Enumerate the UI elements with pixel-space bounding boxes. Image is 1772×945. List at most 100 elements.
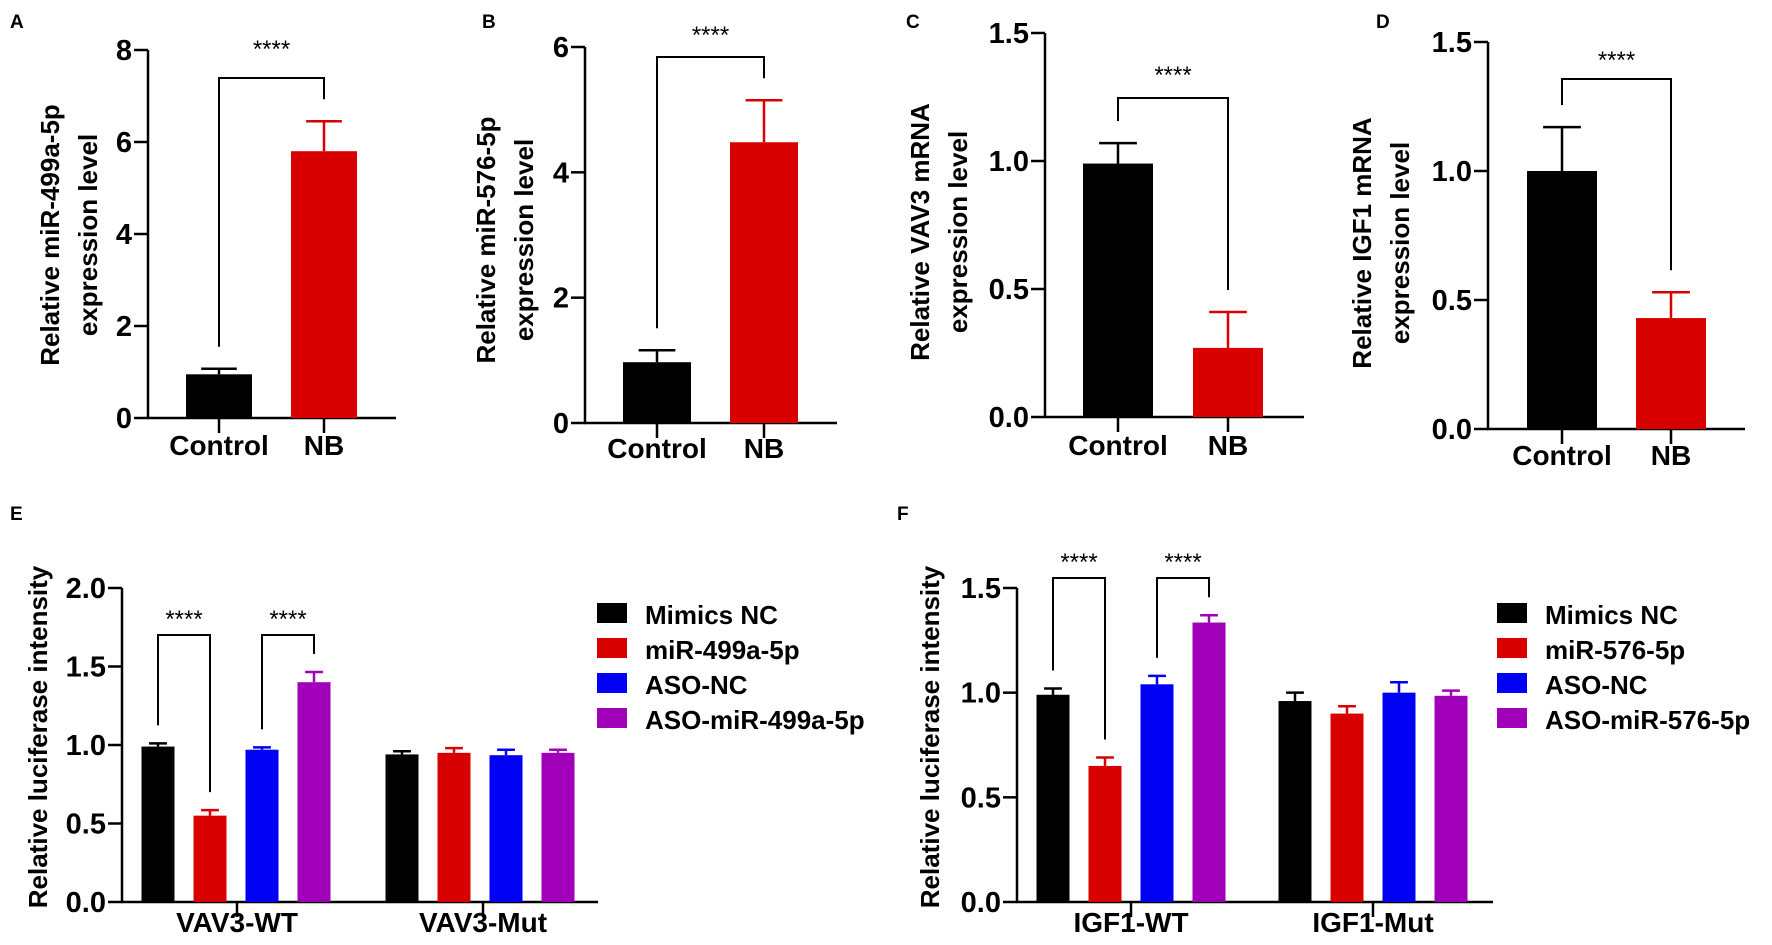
- y-tick-label: 1.0: [1432, 156, 1472, 188]
- significance-bracket: [218, 77, 325, 347]
- y-tick-label: 6: [116, 127, 132, 159]
- legend: Mimics NC miR-499a-5p ASO-NC ASO-miR-499a-5…: [597, 600, 865, 735]
- panel-label: B: [482, 12, 496, 33]
- significance-label: ****: [1154, 62, 1191, 89]
- legend-swatch: [597, 673, 627, 693]
- significance-bracket: [261, 634, 315, 730]
- y-tick-label: 0.5: [66, 809, 106, 841]
- y-axis-label: expression level: [73, 134, 103, 336]
- bar: [730, 142, 798, 423]
- y-tick-label: 0.5: [1432, 285, 1472, 317]
- legend-label: ASO-NC: [645, 670, 748, 700]
- bar: [1527, 171, 1597, 429]
- bar: [1636, 318, 1706, 429]
- y-tick-label: 4: [553, 157, 569, 189]
- bar: [186, 374, 252, 418]
- legend-label: ASO-NC: [1545, 670, 1648, 700]
- x-tick-label: Control: [607, 433, 707, 464]
- y-tick-label: 2.0: [66, 573, 106, 605]
- panel-a: A Relative miR-499a-5p expression level 0 2 4…: [10, 12, 396, 461]
- y-axis-label: Relative miR-576-5p: [471, 116, 501, 363]
- panel-c: C Relative VAV3 mRNA expression level 0.0 0.…: [905, 12, 1304, 461]
- significance-bracket: [1117, 97, 1229, 291]
- bar: [1193, 347, 1263, 417]
- y-tick-label: 0.0: [66, 887, 106, 919]
- y-tick-label: 0.0: [961, 887, 1001, 919]
- legend-swatch: [1497, 603, 1527, 623]
- x-tick-label: NB: [1208, 430, 1248, 461]
- bar: [1140, 684, 1174, 902]
- bar: [385, 754, 419, 902]
- x-tick-label: IGF1-Mut: [1312, 907, 1433, 938]
- panel-label: F: [897, 504, 909, 525]
- significance-label: ****: [1164, 549, 1201, 576]
- legend-label: Mimics NC: [1545, 600, 1678, 630]
- significance-bracket: [1052, 577, 1106, 740]
- y-tick-label: 6: [553, 32, 569, 64]
- bar: [1036, 694, 1070, 902]
- y-tick-label: 1.0: [989, 146, 1029, 178]
- significance-label: ****: [692, 22, 729, 49]
- bar: [193, 815, 227, 902]
- y-tick-label: 0.0: [989, 402, 1029, 434]
- significance-bracket: [157, 634, 211, 793]
- panel-b: B Relative miR-576-5p expression level 0 2 4 6…: [471, 12, 837, 464]
- significance-label: ****: [165, 606, 202, 633]
- legend-label: miR-499a-5p: [645, 635, 800, 665]
- bar: [489, 755, 523, 902]
- y-tick-label: 4: [116, 219, 132, 251]
- y-tick-label: 8: [116, 35, 132, 67]
- y-tick-label: 1.5: [66, 652, 106, 684]
- legend-label: Mimics NC: [645, 600, 778, 630]
- bar: [1278, 701, 1312, 902]
- y-axis-label: Relative luciferase intensity: [23, 565, 53, 908]
- y-tick-label: 1.0: [961, 678, 1001, 710]
- y-axis-label: Relative luciferase intensity: [915, 565, 945, 908]
- y-axis-label: expression level: [943, 131, 973, 333]
- legend: Mimics NC miR-576-5p ASO-NC ASO-miR-576-5p: [1497, 600, 1750, 735]
- panel-e: E Relative luciferase intensity 0.0 0.5 1.0 1…: [10, 504, 865, 938]
- y-tick-label: 2: [116, 311, 132, 343]
- y-tick-label: 1.5: [961, 573, 1001, 605]
- legend-label: ASO-miR-499a-5p: [645, 705, 865, 735]
- panel-label: C: [906, 12, 920, 33]
- legend-swatch: [1497, 673, 1527, 693]
- y-tick-label: 0: [116, 403, 132, 435]
- legend-label: miR-576-5p: [1545, 635, 1685, 665]
- significance-label: ****: [269, 606, 306, 633]
- y-tick-label: 0.5: [989, 274, 1029, 306]
- legend-swatch: [597, 603, 627, 623]
- x-tick-label: VAV3-Mut: [419, 907, 547, 938]
- y-tick-label: 2: [553, 283, 569, 315]
- y-axis-label: expression level: [509, 139, 539, 341]
- y-tick-label: 0.5: [961, 782, 1001, 814]
- panel-d: D Relative IGF1 mRNA expression level 0.0 0.…: [1347, 12, 1745, 471]
- bar: [291, 151, 357, 418]
- legend-swatch: [597, 708, 627, 728]
- y-axis-label: Relative VAV3 mRNA: [905, 103, 935, 361]
- bar: [623, 362, 691, 423]
- panel-label: D: [1376, 12, 1390, 33]
- panel-label: E: [10, 504, 23, 525]
- y-tick-label: 1.5: [989, 18, 1029, 50]
- bar: [1330, 713, 1364, 902]
- y-tick-label: 1.5: [1432, 27, 1472, 59]
- panel-f: F Relative luciferase intensity 0.0 0.5 1.0 1…: [897, 504, 1750, 938]
- significance-label: ****: [1060, 549, 1097, 576]
- bar: [1192, 622, 1226, 902]
- y-axis-label: Relative miR-499a-5p: [35, 104, 65, 366]
- x-tick-label: NB: [1651, 440, 1691, 471]
- bar: [1088, 765, 1122, 902]
- significance-bracket: [1561, 78, 1672, 271]
- y-axis-label: Relative IGF1 mRNA: [1347, 117, 1377, 369]
- x-tick-label: NB: [744, 433, 784, 464]
- y-tick-label: 1.0: [66, 730, 106, 762]
- x-tick-label: NB: [304, 430, 344, 461]
- legend-swatch: [1497, 708, 1527, 728]
- significance-bracket: [1156, 577, 1210, 658]
- bar: [297, 682, 331, 902]
- y-tick-label: 0.0: [1432, 414, 1472, 446]
- x-tick-label: Control: [1512, 440, 1612, 471]
- legend-swatch: [597, 638, 627, 658]
- significance-label: ****: [1598, 47, 1635, 74]
